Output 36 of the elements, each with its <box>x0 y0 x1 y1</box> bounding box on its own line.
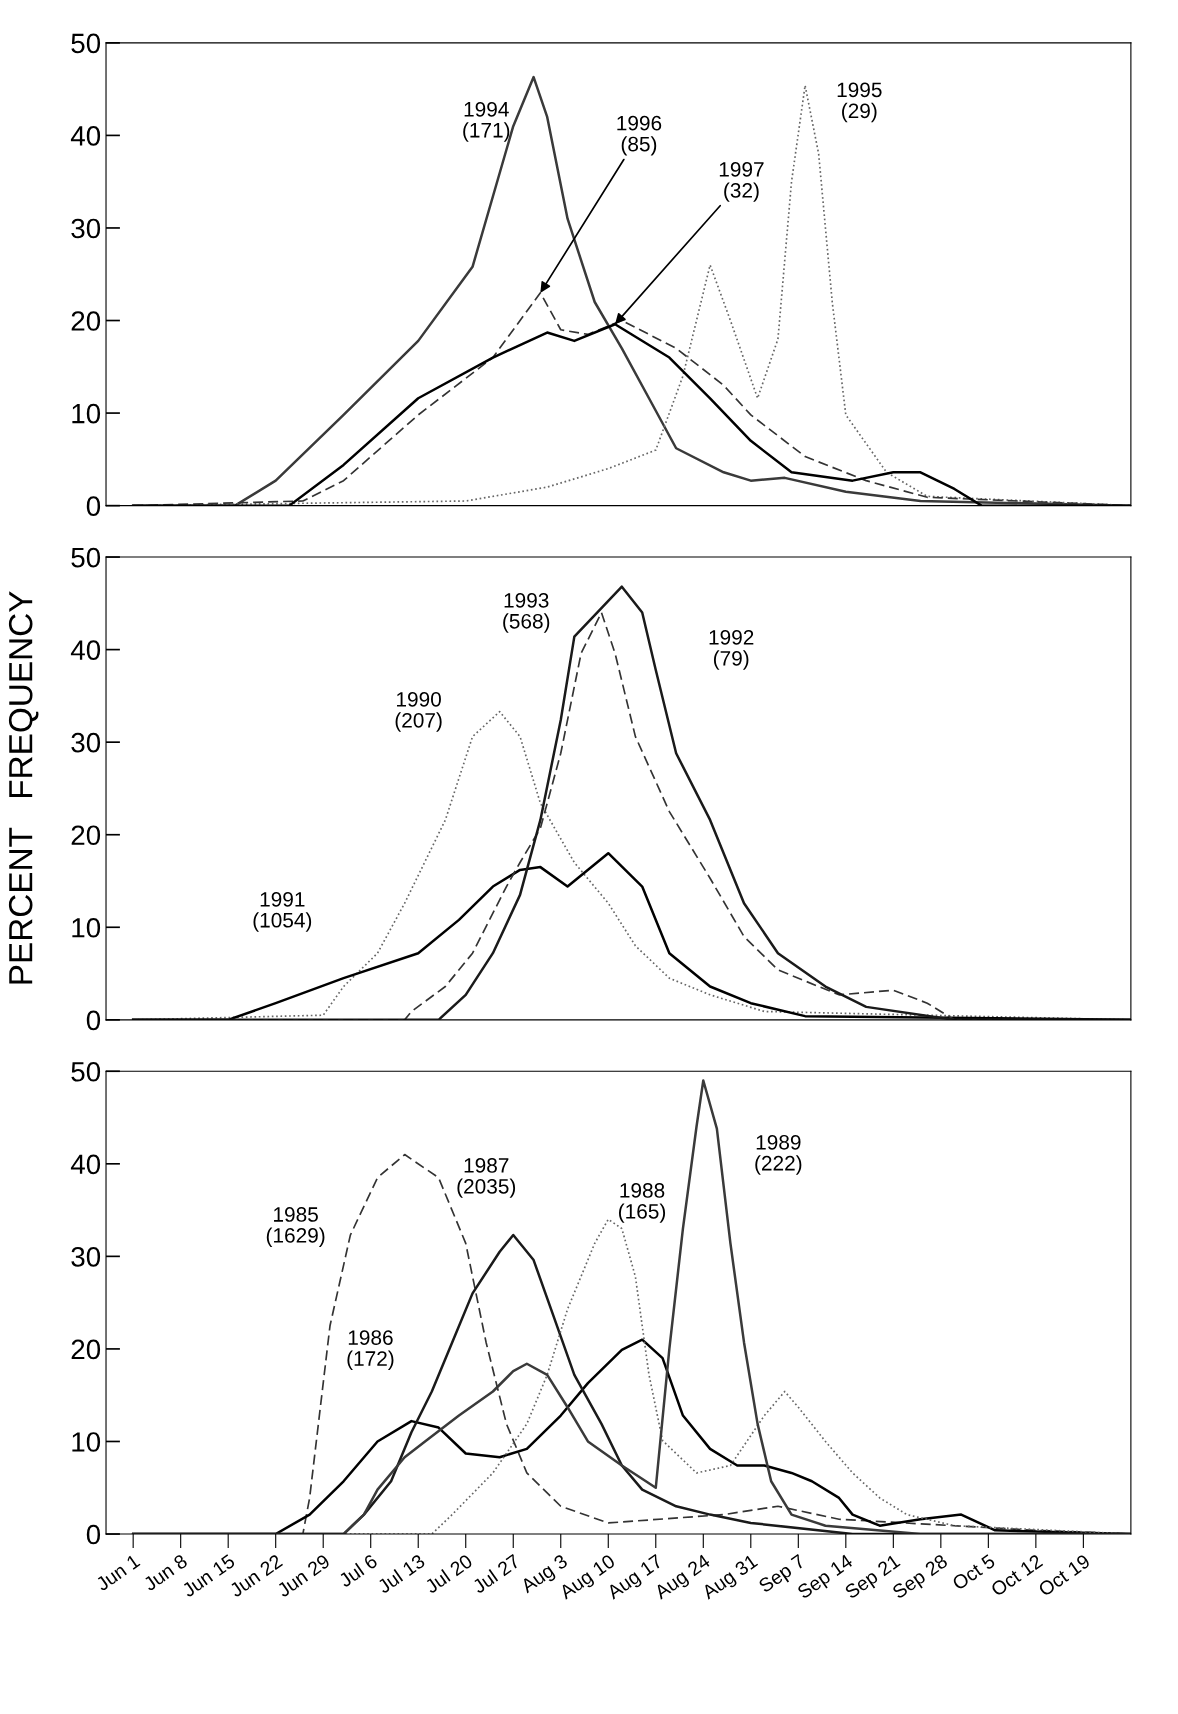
y-tick-label: 50 <box>71 1061 101 1082</box>
y-axis-title: PERCENT FREQUENCY <box>8 591 39 984</box>
annotation: 1997 (32) <box>719 162 764 202</box>
y-tick-label: 20 <box>71 825 101 846</box>
y-tick-label: 40 <box>70 126 101 146</box>
annotation: 1990 (207) <box>395 691 442 732</box>
x-tick-label: Jul 27 <box>471 1553 521 1595</box>
y-tick-label: 20 <box>71 311 101 331</box>
y-tick-label: 20 <box>71 1339 101 1360</box>
y-tick-label: 0 <box>86 1010 101 1031</box>
y-tick-label: 0 <box>86 1524 101 1545</box>
annotation: 1994 (171) <box>463 101 510 142</box>
annotation: 1986 (172) <box>347 1330 394 1371</box>
annotation: 1996 (85) <box>617 115 662 156</box>
x-tick-label: Jun 1 <box>94 1553 141 1592</box>
annotation: 1995 (29) <box>837 82 882 123</box>
annotation: 1993 (568) <box>503 592 550 633</box>
annotation: 1992 (79) <box>709 629 754 670</box>
y-tick-label: 50 <box>71 33 101 54</box>
y-tick-label: 10 <box>72 1432 101 1452</box>
y-tick-label: 40 <box>70 1154 101 1175</box>
x-tick-label: Jul 6 <box>337 1553 379 1588</box>
annotation: 1988 (165) <box>619 1183 666 1223</box>
annotation: 1987 (2035) <box>457 1158 516 1198</box>
y-tick-label: 10 <box>72 917 101 938</box>
annotation: 1991 (1054) <box>253 891 312 932</box>
x-tick-label: Jul 20 <box>423 1553 474 1595</box>
annotation: 1985 (1629) <box>266 1207 325 1247</box>
y-tick-label: 30 <box>71 1247 101 1267</box>
y-tick-label: 0 <box>86 496 101 516</box>
y-tick-label: 50 <box>71 547 101 568</box>
y-tick-label: 10 <box>72 403 101 424</box>
y-tick-label: 30 <box>71 732 101 753</box>
annotation: 1989 (222) <box>755 1134 802 1175</box>
y-tick-label: 30 <box>71 218 101 239</box>
y-tick-label: 40 <box>70 640 101 660</box>
